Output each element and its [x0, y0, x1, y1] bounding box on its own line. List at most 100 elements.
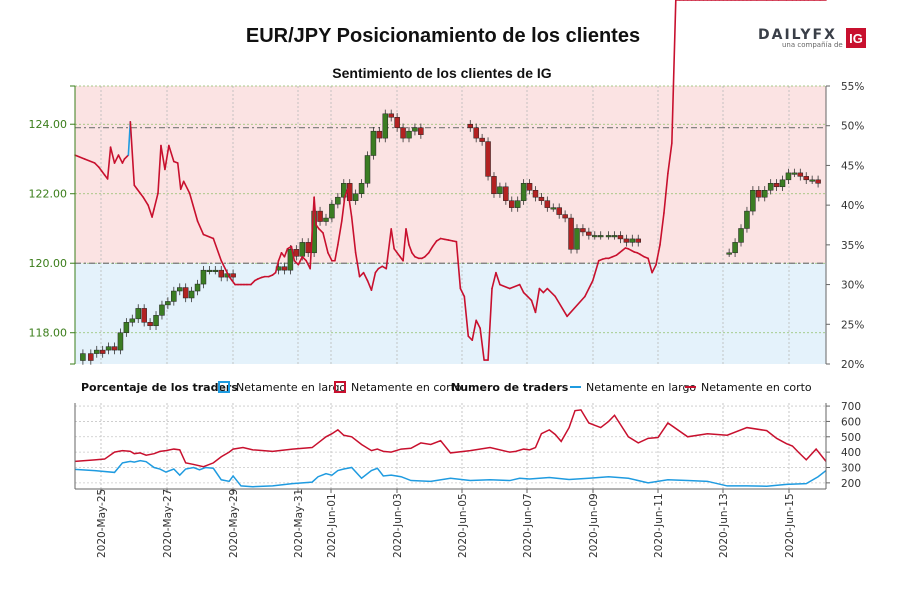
candle-body: [467, 123, 474, 128]
sentiment-segment: [591, 259, 600, 282]
candle-body: [514, 200, 521, 208]
candle-body: [497, 186, 503, 194]
candle-body: [544, 200, 551, 208]
right-tick-label: 25%: [841, 319, 864, 331]
right-tick-label: 45%: [841, 160, 864, 172]
left-tick-label: 118.00: [29, 327, 68, 340]
sentiment-segment: [495, 271, 501, 286]
sentiment-segment: [663, 172, 669, 214]
candle-body: [176, 287, 183, 292]
x-tick-label: 2020-Jun-15: [784, 493, 796, 558]
dailyfx-logo: DAILYFX una compañía de IG: [758, 27, 866, 49]
sentiment-segment: [408, 244, 413, 254]
sentiment-segment: [542, 287, 549, 294]
top-axes: 118.00 120.00 122.00 124.00 20% 25% 30% 35% 40% 4…: [29, 81, 865, 371]
sentiment-segment: [424, 252, 430, 258]
sentiment-segment: [100, 170, 106, 176]
candle-body: [188, 290, 195, 299]
bottom-right-tick-label: 300: [841, 463, 861, 475]
sentiment-segment: [518, 283, 525, 294]
sentiment-segment: [491, 271, 497, 290]
long-zone: [75, 263, 826, 364]
candle-body: [206, 269, 213, 272]
sentiment-segment: [297, 255, 304, 266]
candle-body: [171, 290, 177, 302]
sentiment-segment: [358, 271, 365, 278]
price-candles: [80, 109, 821, 365]
sentiment-segment: [157, 144, 162, 195]
candle-body: [550, 207, 557, 210]
sentiment-segment: [566, 295, 586, 318]
candle-body: [323, 217, 329, 222]
sentiment-segment: [370, 271, 377, 291]
candle-body: [111, 346, 118, 351]
sentiment-segment: [147, 204, 153, 218]
candle-body: [165, 301, 171, 306]
candle-body: [117, 332, 124, 351]
sentiment-segment: [647, 257, 653, 274]
sentiment-segment: [151, 208, 155, 218]
x-tick-label: 2020-May-27: [162, 489, 174, 558]
sentiment-segment: [427, 245, 434, 254]
x-tick-label: 2020-May-25: [96, 489, 108, 558]
candle-body: [412, 127, 418, 132]
sentiment-segment: [318, 228, 324, 234]
sentiment-segment: [327, 252, 333, 262]
candle-body: [364, 155, 371, 184]
candle-body: [376, 130, 383, 139]
candle-body: [293, 249, 300, 257]
candle-body: [556, 207, 562, 215]
sentiment-segment: [142, 196, 149, 206]
candle-body: [617, 235, 624, 240]
candle-body: [635, 238, 641, 243]
sentiment-segment: [479, 327, 485, 361]
x-tick-label: 2020-Jun-11: [653, 493, 665, 558]
bottom-right-tick-label: 200: [841, 478, 861, 490]
candle-body: [779, 179, 786, 188]
candle-body: [329, 203, 335, 219]
sentiment-segment: [522, 291, 529, 298]
sentiment-segment: [431, 240, 438, 248]
candle-body: [611, 235, 618, 238]
sentiment-segment: [459, 287, 466, 298]
candle-body: [803, 176, 809, 181]
candle-body: [352, 193, 359, 201]
sentiment-segment: [290, 245, 296, 262]
candle-body: [388, 113, 394, 118]
left-tick-label: 124.00: [29, 118, 68, 131]
trader-count-line: [74, 459, 827, 488]
sentiment-segment: [455, 240, 462, 290]
reference-lines: [75, 127, 826, 264]
candle-body: [797, 172, 804, 177]
sentiment-segment: [113, 154, 120, 164]
candle-body: [317, 210, 323, 222]
sentiment-segment: [475, 319, 481, 330]
page-title: EUR/JPY Posicionamiento de los clientes: [246, 25, 640, 47]
legend-short-label-2: Netamente en corto: [701, 381, 812, 394]
sentiment-segment: [277, 252, 283, 262]
sentiment-segment: [283, 248, 289, 258]
candle-body: [218, 269, 224, 278]
candle-body: [153, 315, 159, 327]
logo-text: DAILYFX: [758, 27, 837, 43]
sentiment-segment: [188, 192, 199, 222]
sentiment-segment: [337, 220, 343, 246]
candle-body: [382, 113, 389, 139]
sentiment-segment: [341, 196, 346, 222]
sentiment-segment: [651, 263, 657, 274]
sentiment-segment: [176, 162, 182, 191]
sentiment-segment: [530, 299, 537, 314]
sentiment-segment: [396, 252, 401, 258]
legend-row: Porcentaje de los traders Netamente en l…: [81, 381, 812, 394]
sentiment-segment: [133, 184, 139, 191]
candle-body: [394, 117, 400, 128]
legend-long-box-icon: [218, 381, 230, 393]
sentiment-segment: [390, 228, 395, 250]
candle-body: [182, 287, 189, 299]
bottom-grid: [75, 403, 826, 489]
sentiment-segment: [538, 287, 545, 294]
candle-body: [732, 242, 738, 254]
sentiment-segment: [293, 259, 300, 266]
candle-body: [773, 183, 780, 188]
